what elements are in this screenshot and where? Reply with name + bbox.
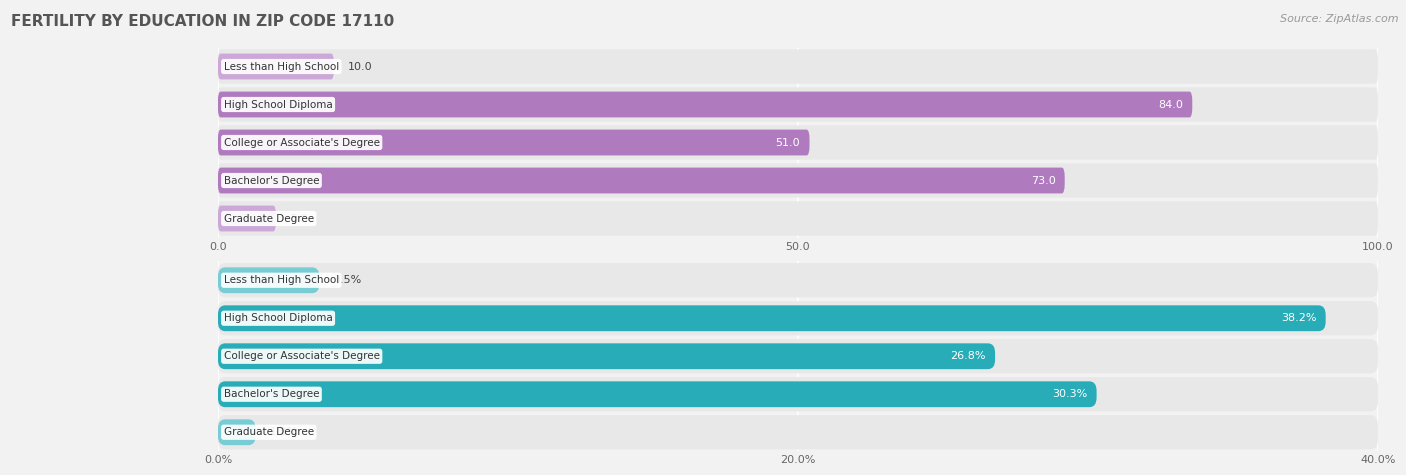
FancyBboxPatch shape xyxy=(218,381,1097,407)
Text: Source: ZipAtlas.com: Source: ZipAtlas.com xyxy=(1281,14,1399,24)
FancyBboxPatch shape xyxy=(218,377,1378,411)
Text: 5.0: 5.0 xyxy=(290,213,308,224)
Text: 51.0: 51.0 xyxy=(776,137,800,148)
Text: 84.0: 84.0 xyxy=(1159,99,1182,110)
FancyBboxPatch shape xyxy=(218,92,1192,117)
FancyBboxPatch shape xyxy=(218,130,810,155)
FancyBboxPatch shape xyxy=(218,339,1378,373)
FancyBboxPatch shape xyxy=(218,419,256,445)
FancyBboxPatch shape xyxy=(218,343,995,369)
FancyBboxPatch shape xyxy=(218,125,1378,160)
Text: Graduate Degree: Graduate Degree xyxy=(224,427,314,437)
FancyBboxPatch shape xyxy=(218,49,1378,84)
Text: Bachelor's Degree: Bachelor's Degree xyxy=(224,389,319,399)
Text: 10.0: 10.0 xyxy=(347,61,373,72)
Text: Graduate Degree: Graduate Degree xyxy=(224,213,314,224)
FancyBboxPatch shape xyxy=(218,87,1378,122)
Text: FERTILITY BY EDUCATION IN ZIP CODE 17110: FERTILITY BY EDUCATION IN ZIP CODE 17110 xyxy=(11,14,395,29)
Text: 38.2%: 38.2% xyxy=(1281,313,1316,323)
Text: 1.3%: 1.3% xyxy=(270,427,298,437)
FancyBboxPatch shape xyxy=(218,263,1378,297)
FancyBboxPatch shape xyxy=(218,267,319,293)
FancyBboxPatch shape xyxy=(218,201,1378,236)
Text: College or Associate's Degree: College or Associate's Degree xyxy=(224,137,380,148)
FancyBboxPatch shape xyxy=(218,168,1064,193)
Text: 26.8%: 26.8% xyxy=(950,351,986,361)
FancyBboxPatch shape xyxy=(218,305,1326,331)
FancyBboxPatch shape xyxy=(218,206,276,231)
Text: 73.0: 73.0 xyxy=(1031,175,1056,186)
Text: 3.5%: 3.5% xyxy=(333,275,361,285)
FancyBboxPatch shape xyxy=(218,163,1378,198)
FancyBboxPatch shape xyxy=(218,301,1378,335)
Text: High School Diploma: High School Diploma xyxy=(224,313,332,323)
Text: Less than High School: Less than High School xyxy=(224,61,339,72)
FancyBboxPatch shape xyxy=(218,415,1378,449)
Text: College or Associate's Degree: College or Associate's Degree xyxy=(224,351,380,361)
Text: High School Diploma: High School Diploma xyxy=(224,99,332,110)
Text: 30.3%: 30.3% xyxy=(1052,389,1087,399)
FancyBboxPatch shape xyxy=(218,54,335,79)
Text: Less than High School: Less than High School xyxy=(224,275,339,285)
Text: Bachelor's Degree: Bachelor's Degree xyxy=(224,175,319,186)
